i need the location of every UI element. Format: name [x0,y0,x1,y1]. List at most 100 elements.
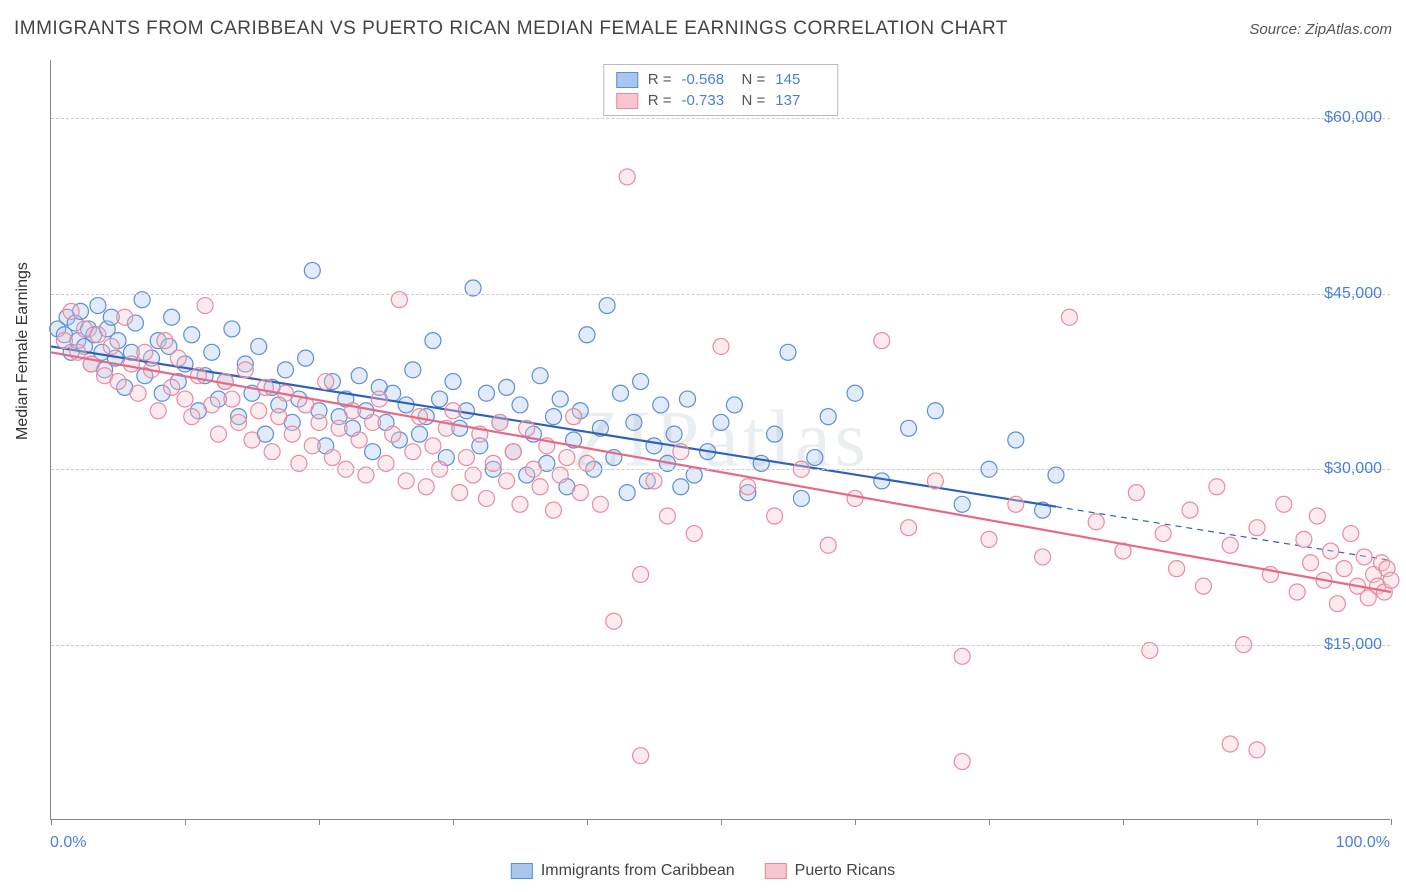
data-point-puerto_rican [559,450,575,466]
data-point-puerto_rican [1296,531,1312,547]
stat-r-label: R = [648,71,672,88]
data-point-puerto_rican [1222,537,1238,553]
data-point-puerto_rican [452,485,468,501]
y-tick-label: $60,000 [1324,109,1382,127]
data-point-caribbean [726,397,742,413]
x-tick [1123,819,1124,825]
data-point-puerto_rican [1336,561,1352,577]
data-point-puerto_rican [271,409,287,425]
legend-item: Puerto Ricans [765,862,896,880]
data-point-caribbean [673,479,689,495]
data-point-puerto_rican [63,303,79,319]
data-point-puerto_rican [874,333,890,349]
data-point-puerto_rican [1155,526,1171,542]
data-point-puerto_rican [190,368,206,384]
data-point-caribbean [90,298,106,314]
x-tick [51,819,52,825]
data-point-puerto_rican [1222,736,1238,752]
data-point-puerto_rican [927,473,943,489]
data-point-caribbean [224,321,240,337]
data-point-puerto_rican [546,502,562,518]
data-point-puerto_rican [1128,485,1144,501]
data-point-caribbean [425,333,441,349]
data-point-puerto_rican [231,414,247,430]
plot-area: ZIPatlas R =-0.568N =145R =-0.733N =137 … [50,60,1390,820]
stat-n-value: 137 [775,92,825,109]
data-point-puerto_rican [1343,526,1359,542]
legend-swatch [511,863,533,879]
data-point-puerto_rican [954,648,970,664]
data-point-puerto_rican [1303,555,1319,571]
data-point-puerto_rican [123,356,139,372]
data-point-puerto_rican [1276,496,1292,512]
data-point-caribbean [613,385,629,401]
data-point-caribbean [351,368,367,384]
stats-row: R =-0.733N =137 [616,90,826,111]
data-point-puerto_rican [184,409,200,425]
data-point-puerto_rican [425,438,441,454]
gridline-h [51,469,1390,470]
x-tick [453,819,454,825]
data-point-caribbean [412,426,428,442]
data-point-puerto_rican [257,379,273,395]
data-point-caribbean [633,374,649,390]
data-point-puerto_rican [351,432,367,448]
source-value: ZipAtlas.com [1305,21,1392,38]
data-point-puerto_rican [606,613,622,629]
data-point-caribbean [666,426,682,442]
data-point-caribbean [278,362,294,378]
data-point-puerto_rican [646,473,662,489]
legend-swatch [616,72,638,88]
y-axis-label: Median Female Earnings [14,262,32,440]
data-point-puerto_rican [318,374,334,390]
data-point-puerto_rican [740,479,756,495]
data-point-caribbean [646,438,662,454]
data-point-caribbean [432,391,448,407]
x-tick [587,819,588,825]
data-point-caribbean [901,420,917,436]
y-tick-label: $30,000 [1324,460,1382,478]
regression-extension-caribbean [1056,507,1391,561]
data-point-puerto_rican [686,526,702,542]
data-point-caribbean [546,409,562,425]
data-point-caribbean [927,403,943,419]
stat-n-label: N = [742,92,766,109]
data-point-caribbean [532,368,548,384]
data-point-puerto_rican [1088,514,1104,530]
data-point-puerto_rican [1323,543,1339,559]
data-point-caribbean [807,450,823,466]
x-tick-label: 100.0% [1336,834,1390,852]
data-point-puerto_rican [713,338,729,354]
data-point-puerto_rican [1356,549,1372,565]
data-point-caribbean [499,379,515,395]
data-point-puerto_rican [981,531,997,547]
legend-label: Puerto Ricans [795,862,896,880]
data-point-puerto_rican [211,426,227,442]
legend-item: Immigrants from Caribbean [511,862,735,880]
y-tick-label: $45,000 [1324,285,1382,303]
data-point-caribbean [298,350,314,366]
data-point-caribbean [512,397,528,413]
data-point-puerto_rican [311,414,327,430]
data-point-puerto_rican [1383,572,1399,588]
gridline-h [51,645,1390,646]
data-point-puerto_rican [117,309,133,325]
data-point-caribbean [445,374,461,390]
data-point-puerto_rican [619,169,635,185]
data-point-puerto_rican [56,333,72,349]
data-point-puerto_rican [512,496,528,512]
stat-n-value: 145 [775,71,825,88]
x-tick-label: 0.0% [50,834,86,852]
data-point-caribbean [780,344,796,360]
data-point-puerto_rican [170,350,186,366]
data-point-puerto_rican [418,479,434,495]
data-point-caribbean [479,385,495,401]
stat-r-value: -0.568 [682,71,732,88]
data-point-puerto_rican [1182,502,1198,518]
data-point-puerto_rican [1195,578,1211,594]
data-point-puerto_rican [592,496,608,512]
data-point-caribbean [579,327,595,343]
source-credit: Source: ZipAtlas.com [1249,21,1392,38]
data-point-puerto_rican [110,374,126,390]
data-point-puerto_rican [1309,508,1325,524]
